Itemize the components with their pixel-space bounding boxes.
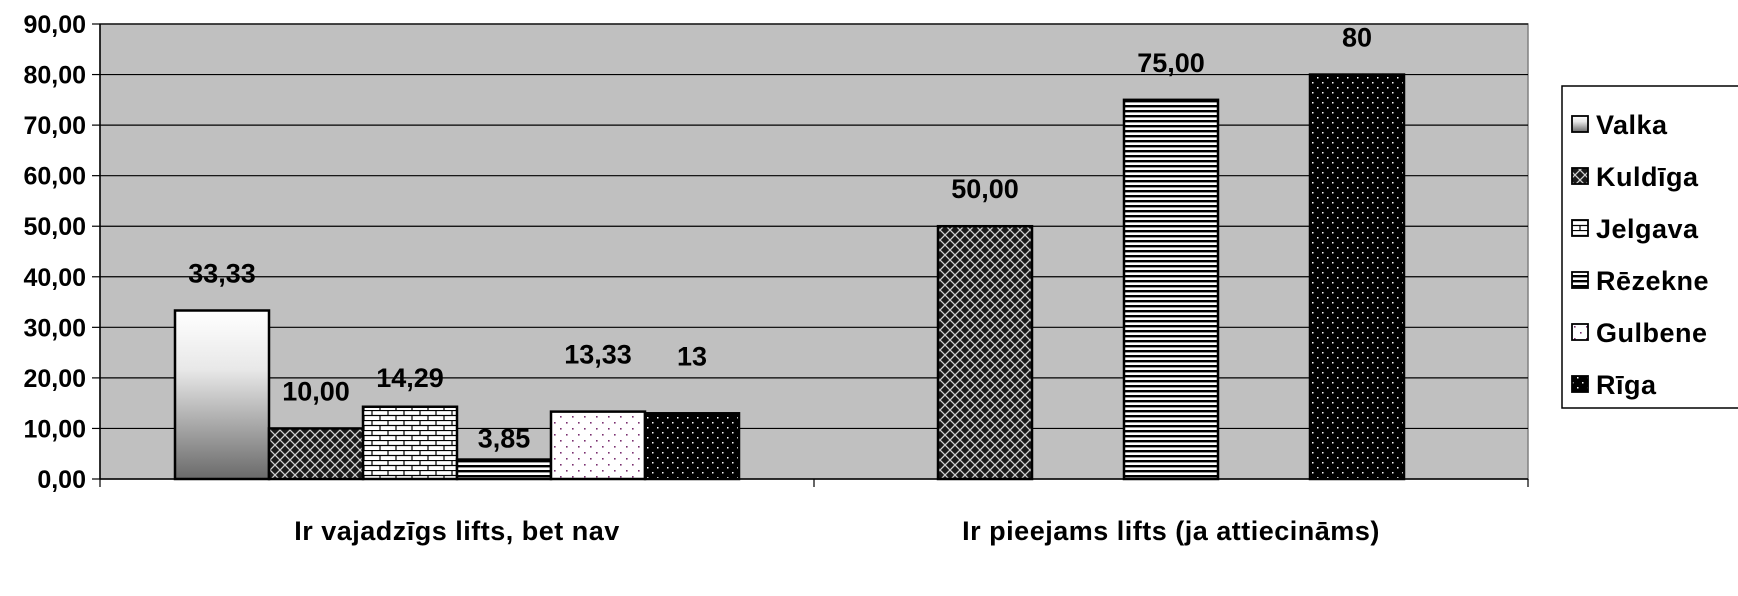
legend-item: Jelgava (1571, 214, 1699, 244)
y-tick-label: 50,00 (23, 213, 86, 241)
legend-label: Valka (1596, 110, 1668, 140)
x-category-label: Ir pieejams lifts (ja attiecināms) (962, 516, 1380, 546)
data-label: 10,00 (282, 376, 350, 406)
legend-label: Gulbene (1596, 318, 1708, 348)
y-tick-label: 0,00 (37, 466, 86, 494)
legend-swatch (1571, 115, 1589, 133)
bars (173, 73, 1406, 481)
legend-label: Jelgava (1596, 214, 1699, 244)
legend-swatch (1571, 219, 1589, 237)
x-axis: Ir vajadzīgs lifts, bet nav Ir pieejams l… (99, 478, 1529, 546)
bar-rezekne (1122, 98, 1220, 481)
plot-area (99, 23, 1529, 480)
y-tick-label: 30,00 (23, 314, 86, 342)
data-label: 50,00 (951, 174, 1019, 204)
bar-kuldiga (267, 427, 365, 481)
legend-label: Rēzekne (1596, 266, 1709, 296)
data-labels: 33,33 10,00 14,29 3,85 13,33 13 50,00 75,00 80 (188, 23, 1372, 454)
legend-label: Rīga (1596, 370, 1657, 400)
bar-riga (643, 412, 741, 481)
bar-kuldiga (936, 224, 1034, 481)
legend-box (1561, 85, 1738, 409)
data-label: 33,33 (188, 258, 256, 288)
y-tick-label: 60,00 (23, 163, 86, 191)
data-label: 13,33 (564, 340, 632, 370)
bar-jelgava (361, 405, 459, 481)
legend-item: Gulbene (1571, 318, 1708, 348)
y-tick-label: 40,00 (23, 264, 86, 292)
x-category-label: Ir vajadzīgs lifts, bet nav (294, 516, 620, 546)
bar-valka (173, 309, 271, 481)
legend-item: Valka (1571, 110, 1668, 140)
bar-rezekne (455, 458, 553, 481)
y-tick-label: 90,00 (23, 11, 86, 39)
legend-swatch (1571, 323, 1589, 341)
legend-item: Rēzekne (1571, 266, 1709, 296)
y-tick-label: 80,00 (23, 62, 86, 90)
data-label: 13 (677, 341, 707, 371)
y-tick-label: 10,00 (23, 415, 86, 443)
data-label: 75,00 (1137, 48, 1205, 78)
y-tick-label: 20,00 (23, 365, 86, 393)
bar-riga (1308, 73, 1406, 481)
y-axis: 0,00 10,00 20,00 30,00 40,00 50,00 60,00 70,00 8… (23, 11, 101, 494)
legend: Valka Kuldīga Jelgava Rēzekne Gulbene Rīga (1561, 85, 1738, 409)
legend-label: Kuldīga (1596, 162, 1699, 192)
data-label: 3,85 (478, 424, 531, 454)
y-tick-label: 70,00 (23, 112, 86, 140)
legend-item: Kuldīga (1571, 162, 1699, 192)
legend-swatch (1571, 375, 1589, 393)
data-label: 80 (1342, 23, 1372, 53)
bar-gulbene (549, 410, 647, 481)
legend-swatch (1571, 271, 1589, 289)
legend-swatch (1571, 167, 1589, 185)
data-label: 14,29 (376, 363, 444, 393)
legend-item: Rīga (1571, 370, 1657, 400)
